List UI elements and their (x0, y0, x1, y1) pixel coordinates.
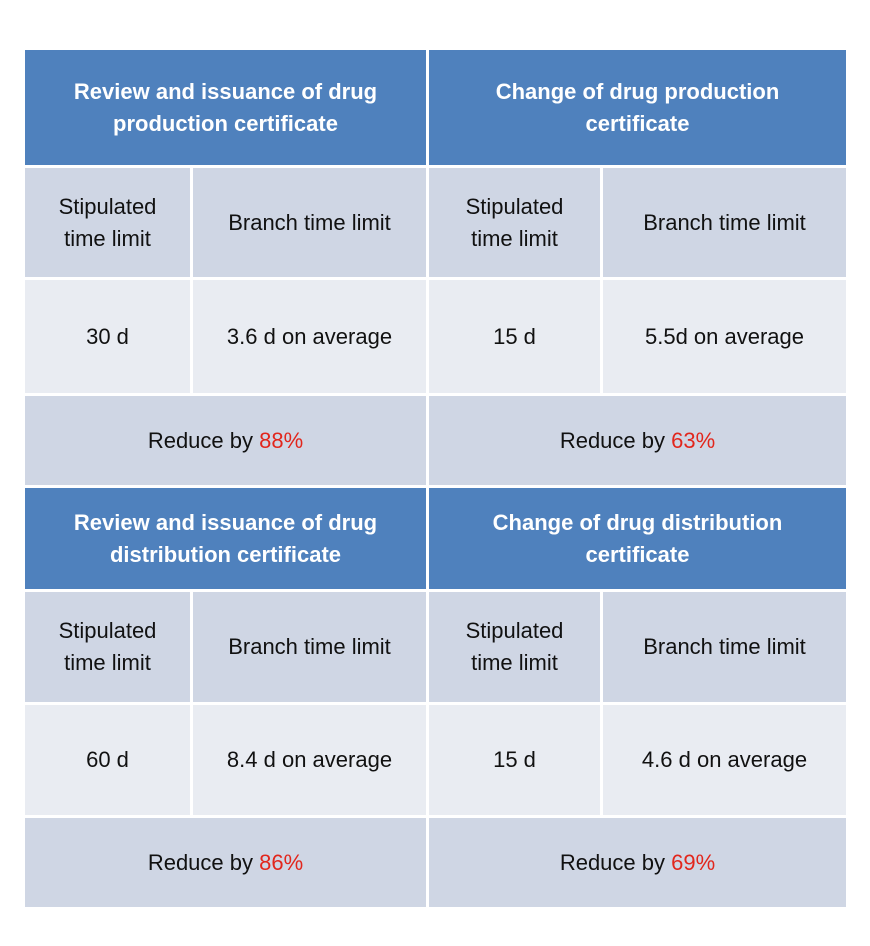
top-header-row: Review and issuance of drug production c… (25, 50, 846, 168)
top-reduce-row: Reduce by 88% Reduce by 63% (25, 396, 846, 488)
stipulated-label: Stipulated time limit (429, 592, 603, 702)
reduction-summary: Reduce by 63% (429, 396, 846, 485)
stipulated-label: Stipulated time limit (429, 168, 603, 277)
reduction-percent: 86% (259, 849, 304, 875)
reduction-percent: 63% (671, 427, 716, 453)
top-value-row: 30 d 3.6 d on average 15 d 5.5d on avera… (25, 280, 846, 396)
stipulated-value: 15 d (429, 705, 603, 815)
block-title-production-issuance: Review and issuance of drug production c… (25, 50, 429, 165)
stipulated-value: 15 d (429, 280, 603, 393)
top-label-row: Stipulated time limit Branch time limit … (25, 168, 846, 280)
branch-label: Branch time limit (193, 168, 429, 277)
bottom-value-row: 60 d 8.4 d on average 15 d 4.6 d on aver… (25, 705, 846, 818)
branch-value: 8.4 d on average (193, 705, 429, 815)
reduction-prefix: Reduce by (559, 427, 672, 453)
reduction-percent: 88% (259, 427, 304, 453)
reduction-summary: Reduce by 69% (429, 818, 846, 907)
branch-label: Branch time limit (603, 592, 846, 702)
stipulated-value: 60 d (25, 705, 193, 815)
reduction-prefix: Reduce by (147, 849, 260, 875)
branch-label: Branch time limit (603, 168, 846, 277)
reduction-summary: Reduce by 86% (25, 818, 429, 907)
block-title-distribution-change: Change of drug distribution certificate (429, 488, 846, 589)
block-title-production-change: Change of drug production certificate (429, 50, 846, 165)
reduction-percent: 69% (671, 849, 716, 875)
stipulated-value: 30 d (25, 280, 193, 393)
branch-label: Branch time limit (193, 592, 429, 702)
branch-value: 5.5d on average (603, 280, 846, 393)
bottom-header-row: Review and issuance of drug distribution… (25, 488, 846, 592)
branch-value: 3.6 d on average (193, 280, 429, 393)
certificate-time-limit-table: Review and issuance of drug production c… (25, 50, 846, 907)
branch-value: 4.6 d on average (603, 705, 846, 815)
reduction-prefix: Reduce by (147, 427, 260, 453)
bottom-label-row: Stipulated time limit Branch time limit … (25, 592, 846, 705)
stipulated-label: Stipulated time limit (25, 168, 193, 277)
reduction-summary: Reduce by 88% (25, 396, 429, 485)
bottom-reduce-row: Reduce by 86% Reduce by 69% (25, 818, 846, 907)
reduction-prefix: Reduce by (559, 849, 672, 875)
stipulated-label: Stipulated time limit (25, 592, 193, 702)
block-title-distribution-issuance: Review and issuance of drug distribution… (25, 488, 429, 589)
